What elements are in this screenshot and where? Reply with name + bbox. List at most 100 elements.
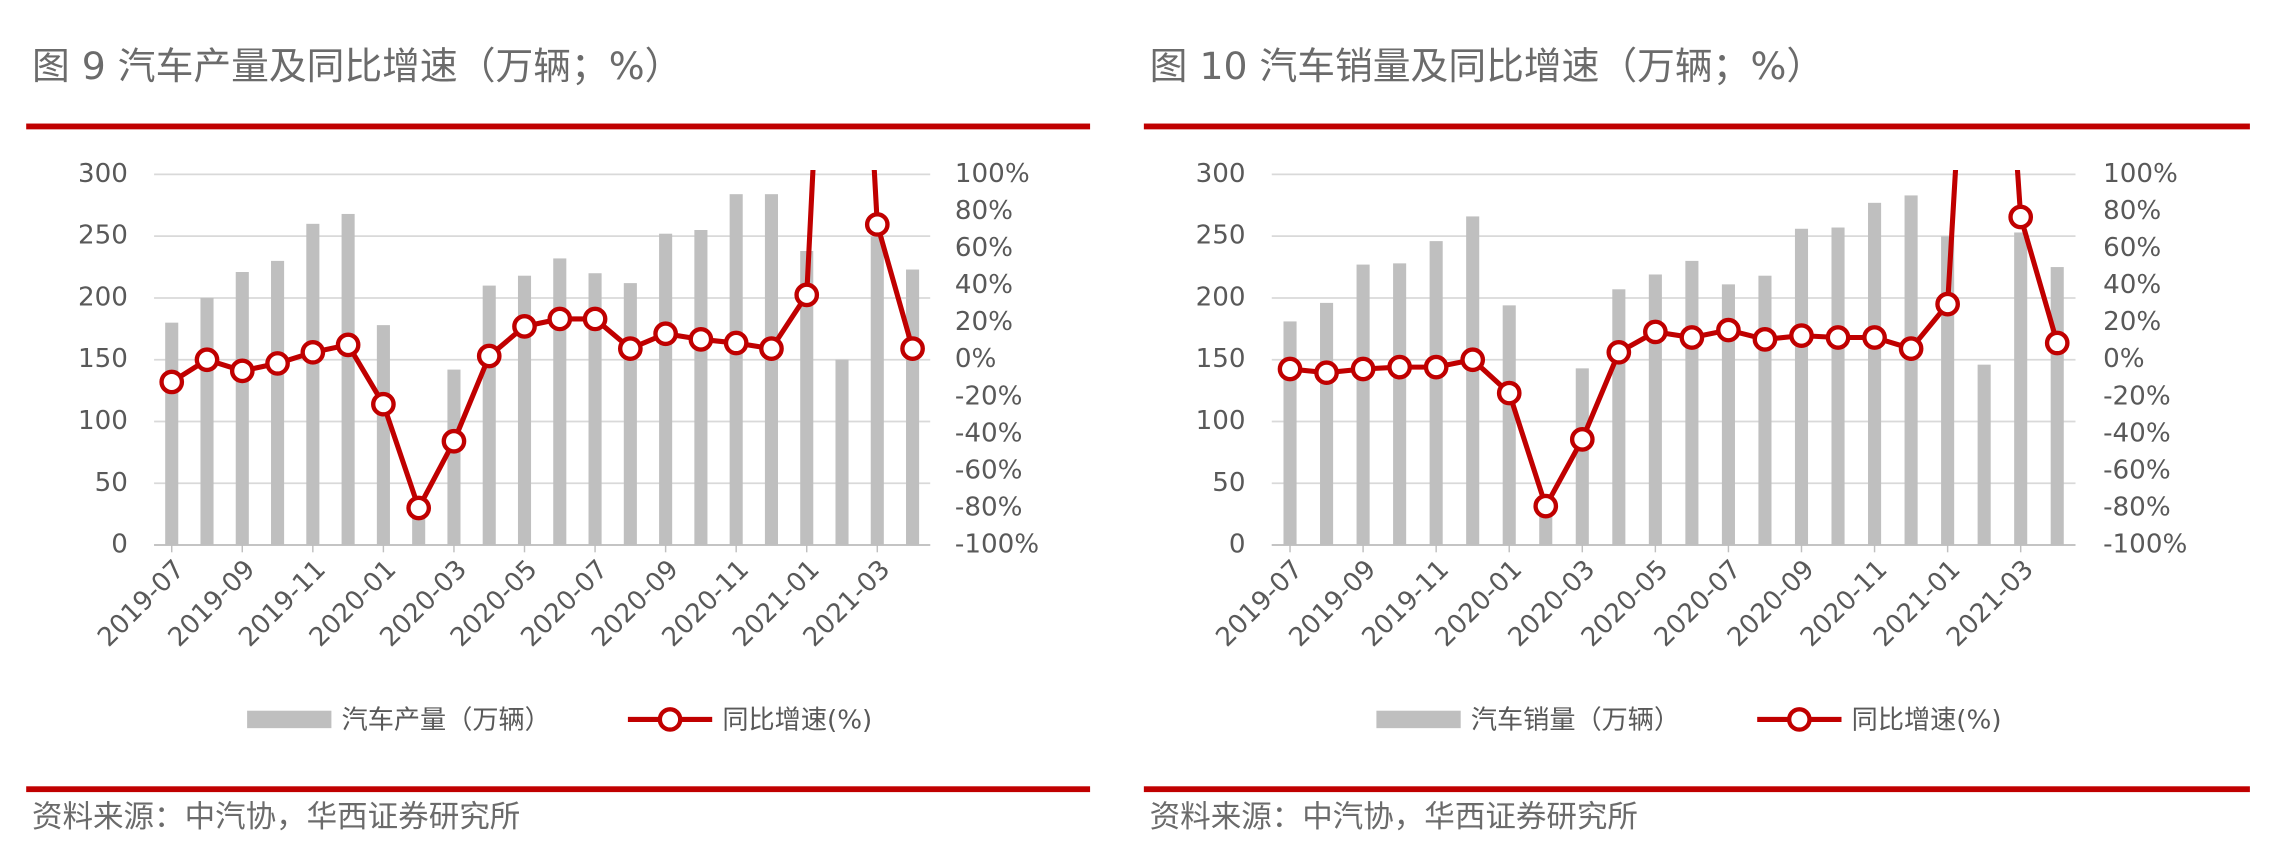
y2-tick-label: -60% [955, 455, 1023, 485]
line-marker [1533, 493, 1559, 519]
y2-tick-label: -80% [955, 492, 1023, 522]
bar [588, 273, 602, 546]
y2-tick-label: -100% [955, 530, 1039, 560]
line-marker [229, 358, 255, 384]
bar [200, 297, 214, 546]
y-tick-label: 300 [1196, 159, 1246, 189]
line-marker [476, 343, 502, 369]
line-marker [1935, 291, 1960, 317]
bar [1904, 195, 1918, 546]
legend-swatch [247, 710, 332, 729]
bar [1977, 364, 1991, 546]
chart-title: 图 9 汽车产量及同比增速（万辆；%） [32, 44, 682, 88]
bar [870, 236, 884, 546]
line-marker [371, 391, 396, 417]
bar [659, 233, 673, 546]
line-group [159, 170, 925, 521]
line-marker [441, 428, 467, 454]
line-marker [1277, 356, 1303, 382]
y-tick-label: 50 [1212, 468, 1245, 498]
y2-tick-label: 40% [2103, 270, 2161, 300]
bar [1393, 263, 1407, 546]
y2-tick-label: 0% [2103, 344, 2145, 374]
legend-label: 汽车产量（万辆） [342, 705, 551, 735]
y2-tick-label: -40% [955, 418, 1023, 448]
bar [800, 251, 814, 546]
bar [1758, 275, 1772, 546]
bar [1612, 289, 1626, 546]
bar [1320, 302, 1334, 546]
chart-title: 图 10 汽车销量及同比增速（万辆；%） [1150, 44, 1824, 88]
line-marker [617, 336, 643, 361]
y-tick-label: 200 [1196, 282, 1246, 312]
line-marker [1606, 339, 1632, 365]
bar [729, 194, 743, 546]
line [1289, 170, 2060, 513]
line-marker [194, 347, 220, 373]
line-marker [1569, 427, 1595, 452]
line-marker [2008, 204, 2034, 230]
y2-tick-label: 0% [955, 344, 996, 374]
bar [376, 325, 390, 546]
bar [271, 260, 285, 546]
line-group [1277, 170, 2070, 519]
bar [517, 275, 532, 546]
y-tick-label: 200 [78, 282, 128, 312]
bar [906, 269, 920, 546]
bar [553, 258, 567, 546]
source: 资料来源：中汽协，华西证券研究所 [32, 800, 520, 835]
y2-tick-label: 80% [955, 196, 1013, 226]
line-marker [759, 336, 784, 361]
bar [835, 359, 849, 546]
line-marker [1789, 323, 1814, 348]
y-tick-label: 100 [1196, 406, 1246, 436]
title-rule [1143, 123, 2250, 130]
line-marker [1825, 325, 1851, 350]
bar [694, 230, 708, 546]
y-tick-label: 150 [78, 344, 128, 374]
y2-tick-label: 100% [2103, 159, 2178, 189]
bar [1648, 274, 1662, 546]
line-marker [2044, 330, 2070, 356]
y2-tick-label: -40% [2103, 418, 2171, 448]
y2-tick-label: 20% [2103, 307, 2161, 337]
bar [1721, 284, 1735, 546]
line-marker [900, 336, 925, 361]
bar [2050, 267, 2064, 546]
line-marker [1350, 356, 1376, 382]
y-tick-label: 0 [111, 530, 128, 560]
bar [1502, 305, 1516, 546]
line-marker [1898, 336, 1924, 361]
bar [764, 194, 778, 546]
bar [306, 223, 320, 546]
legend-marker [1786, 707, 1812, 732]
line-marker [300, 339, 326, 365]
bar [2014, 232, 2028, 546]
y2-tick-label: 100% [955, 159, 1030, 189]
bar [1575, 368, 1589, 546]
line-marker [1752, 326, 1778, 352]
bar [1868, 202, 1882, 546]
y2-tick-label: -60% [2103, 455, 2171, 485]
bar [341, 213, 355, 546]
line-marker [1862, 325, 1887, 350]
y-tick-label: 0 [1229, 530, 1246, 560]
bar [447, 369, 461, 546]
source: 资料来源：中汽协，华西证券研究所 [1150, 800, 1638, 835]
bar [1283, 321, 1297, 546]
line-marker [1423, 354, 1449, 380]
y2-tick-label: 40% [955, 270, 1013, 300]
y2-tick-label: 20% [955, 307, 1013, 337]
y-tick-label: 300 [78, 159, 128, 189]
line-marker [265, 351, 290, 376]
y-tick-label: 50 [95, 468, 128, 498]
line-marker [1496, 380, 1522, 406]
line-marker [1387, 354, 1412, 380]
y2-tick-label: -20% [955, 381, 1023, 411]
line-marker [653, 321, 678, 347]
line-marker [1716, 317, 1741, 343]
bar [165, 322, 179, 546]
line [170, 170, 916, 515]
legend-label: 汽车销量（万辆） [1471, 705, 1680, 735]
